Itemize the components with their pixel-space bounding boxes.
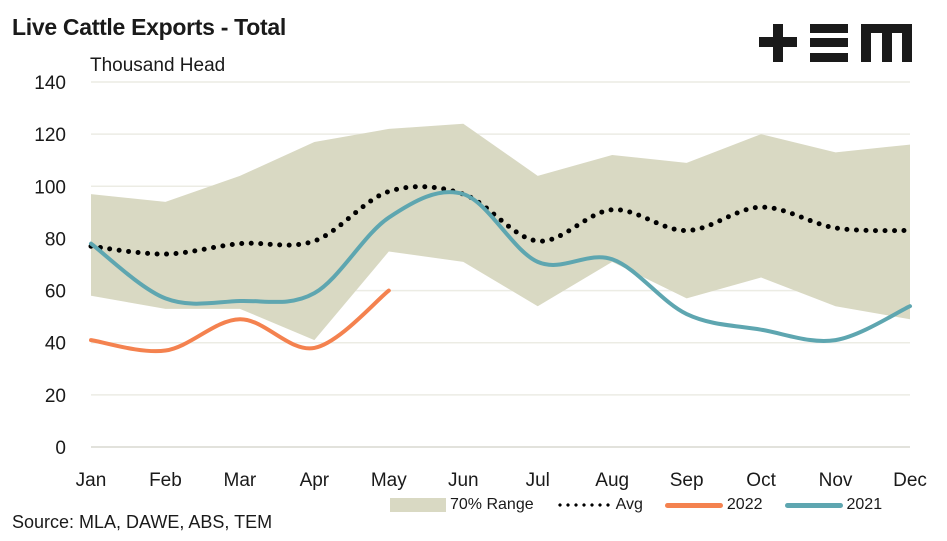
x-tick-label: Mar xyxy=(224,470,257,491)
legend-item-2021: 2021 xyxy=(784,496,883,514)
x-tick-label: Jun xyxy=(448,470,479,491)
x-tick-label: Apr xyxy=(300,470,330,491)
line-2022 xyxy=(89,288,391,354)
legend-swatch-avg xyxy=(555,503,612,507)
y-tick-label: 80 xyxy=(45,229,66,250)
legend-item-avg: Avg xyxy=(555,496,643,514)
source-note: Source: MLA, DAWE, ABS, TEM xyxy=(12,512,273,532)
y-tick-label: 100 xyxy=(34,177,66,198)
y-tick-label: 120 xyxy=(34,125,66,146)
y-axis-unit-label: Thousand Head xyxy=(90,55,226,76)
legend-label-2021: 2021 xyxy=(846,496,883,513)
y-tick-label: 20 xyxy=(45,386,66,407)
x-tick-label: Aug xyxy=(595,470,629,491)
tem-logo-icon xyxy=(759,24,912,62)
y-tick-label: 0 xyxy=(55,438,66,459)
legend-label-2022: 2022 xyxy=(726,496,763,513)
x-tick-label: Sep xyxy=(670,470,704,491)
line-2021 xyxy=(89,190,912,343)
legend-swatch-range xyxy=(390,498,446,512)
legend-item-range: 70% Range xyxy=(390,496,534,514)
legend-swatch-2021 xyxy=(784,502,843,508)
x-tick-label: May xyxy=(371,470,407,491)
x-axis-ticks: Jan Feb Mar Apr May Jun Jul Aug Sep Oct Nov Dec xyxy=(76,470,927,491)
avg-line xyxy=(88,184,913,257)
x-tick-label: Jan xyxy=(76,470,107,491)
x-tick-label: Feb xyxy=(149,470,182,491)
legend-label-range: 70% Range xyxy=(450,496,534,513)
x-tick-label: Jul xyxy=(526,470,550,491)
x-tick-label: Oct xyxy=(746,470,776,491)
tem-logo xyxy=(755,22,915,69)
x-tick-label: Nov xyxy=(819,470,853,491)
y-tick-label: 40 xyxy=(45,334,66,355)
legend-swatch-2022 xyxy=(664,502,723,508)
y-tick-label: 140 xyxy=(34,73,66,94)
legend-item-2022: 2022 xyxy=(664,496,763,514)
legend: 70% Range Avg 2022 2021 xyxy=(390,496,904,514)
chart-title: Live Cattle Exports - Total xyxy=(12,14,286,40)
y-tick-label: 60 xyxy=(45,282,66,303)
y-axis-ticks: 0 20 40 60 80 100 120 140 xyxy=(34,73,66,459)
x-tick-label: Dec xyxy=(893,470,927,491)
legend-label-avg: Avg xyxy=(615,496,643,513)
range-area-70pct xyxy=(91,123,910,341)
